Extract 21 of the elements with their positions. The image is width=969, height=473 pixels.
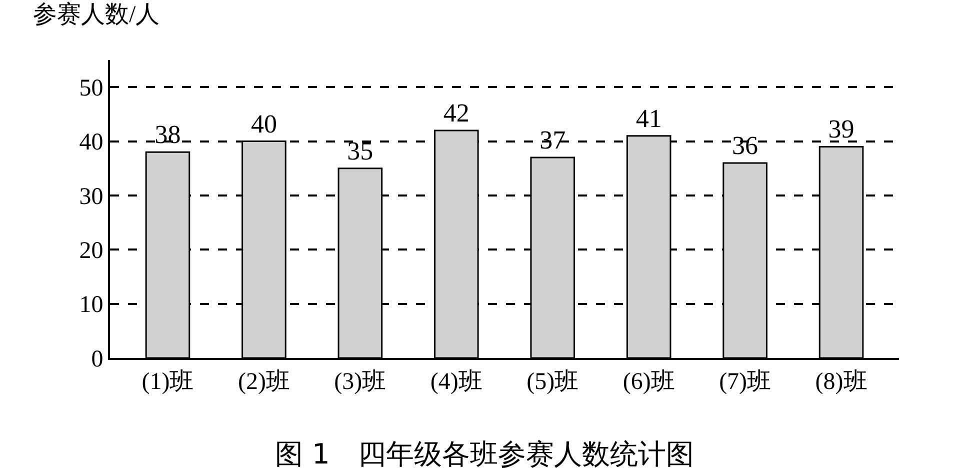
data-label: 40 — [250, 109, 277, 138]
x-tick-label: (5)班 — [526, 368, 579, 395]
x-tick-label: (6)班 — [622, 368, 675, 395]
y-tick-label: 30 — [79, 184, 104, 210]
x-tick-label: (2)班 — [238, 368, 290, 395]
data-label: 42 — [443, 98, 470, 128]
y-tick-label: 10 — [79, 292, 104, 318]
data-label: 35 — [347, 136, 374, 166]
data-label: 41 — [636, 104, 662, 133]
x-tick-label: (7)班 — [719, 368, 772, 395]
y-tick-label: 20 — [79, 238, 104, 264]
y-tick-label: 50 — [79, 75, 104, 102]
y-axis-title: 参赛人数/人 — [33, 1, 160, 28]
text: 图 1 四年级各班参赛人数统计图 — [275, 438, 694, 471]
y-tick-label: 40 — [79, 130, 104, 156]
x-tick-label: (3)班 — [334, 368, 386, 395]
x-tick-label: (1)班 — [142, 368, 194, 395]
x-tick-label: (8)班 — [815, 368, 868, 395]
x-tick-label: (4)班 — [430, 368, 482, 395]
data-label: 39 — [828, 114, 854, 144]
y-tick-label: 0 — [91, 346, 104, 372]
